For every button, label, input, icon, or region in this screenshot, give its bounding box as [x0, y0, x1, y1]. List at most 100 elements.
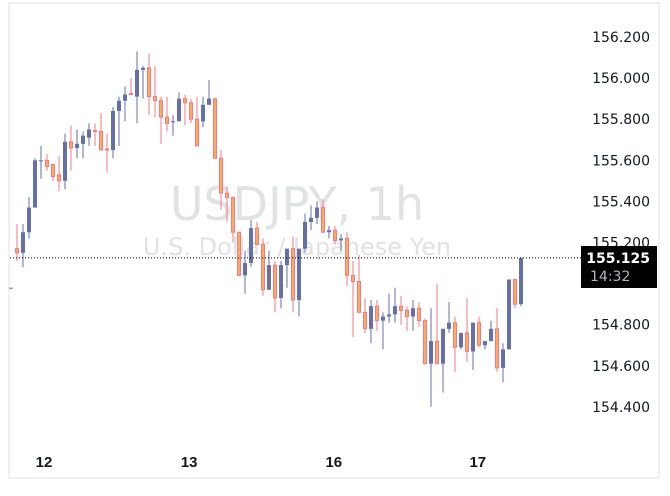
candle: [51, 163, 55, 181]
candle: [237, 231, 241, 276]
candle: [267, 250, 271, 290]
candle: [33, 158, 37, 208]
candle-body: [105, 148, 109, 151]
candle: [393, 287, 397, 323]
candle-body: [387, 314, 391, 317]
candle: [39, 145, 43, 179]
candle-body: [477, 322, 481, 346]
candle: [357, 254, 361, 313]
candle-body: [315, 207, 319, 218]
candle: [279, 260, 283, 309]
candle: [99, 113, 103, 151]
candle: [183, 94, 187, 126]
candle-body: [279, 265, 283, 298]
candle-body: [345, 237, 349, 276]
candle: [447, 302, 451, 333]
candle-body: [9, 287, 13, 289]
candle-body: [513, 278, 517, 305]
candle: [225, 187, 229, 222]
candle: [213, 98, 217, 159]
candle: [501, 343, 505, 383]
candle: [21, 224, 25, 268]
price-tick-label: 155.600: [592, 153, 650, 169]
candle: [297, 248, 301, 317]
candle: [375, 300, 379, 331]
candle: [327, 226, 331, 239]
candle: [273, 260, 277, 313]
candle-body: [453, 322, 457, 348]
candle: [177, 92, 181, 122]
candle: [345, 232, 349, 286]
candle-body: [351, 274, 355, 283]
candle-body: [225, 192, 229, 198]
date-tick-label: 16: [325, 454, 342, 471]
candle-body: [87, 129, 91, 138]
candle: [363, 297, 367, 333]
candle: [483, 341, 487, 350]
candle: [87, 123, 91, 146]
candle: [303, 213, 307, 253]
candle-body: [405, 309, 409, 317]
candle-body: [111, 110, 115, 151]
candle-body: [261, 244, 265, 291]
candle-body: [291, 248, 295, 301]
candle: [207, 80, 211, 105]
candle-body: [429, 341, 433, 364]
candle: [315, 201, 319, 225]
candle: [513, 278, 517, 309]
candle-body: [327, 230, 331, 233]
candle-body: [93, 130, 97, 133]
candle: [249, 219, 253, 268]
candle: [381, 312, 385, 350]
candle: [135, 51, 139, 124]
date-tick-label: 17: [469, 454, 486, 471]
candle-body: [339, 238, 343, 241]
price-tick-label: 156.000: [592, 71, 650, 87]
candle-body: [153, 96, 157, 102]
candle: [351, 260, 355, 338]
candle: [477, 316, 481, 348]
candle-body: [123, 94, 127, 101]
candle: [285, 248, 289, 288]
candle-body: [381, 316, 385, 321]
candle-body: [501, 349, 505, 368]
candle: [105, 133, 109, 173]
candle-body: [129, 93, 133, 96]
bar-countdown: 14:32: [590, 269, 630, 285]
candle: [15, 224, 19, 261]
price-axis[interactable]: 156.200156.000155.800155.600155.400155.2…: [592, 30, 650, 416]
candle-body: [159, 100, 163, 118]
last-price-label: 155.125 14:32: [581, 246, 657, 288]
candle: [75, 129, 79, 159]
candle-body: [411, 308, 415, 317]
candle: [459, 332, 463, 350]
candle-body: [435, 340, 439, 365]
price-tick-label: 155.400: [592, 194, 650, 210]
candle: [495, 308, 499, 372]
candle-body: [267, 265, 271, 290]
candle-body: [237, 231, 241, 276]
candle: [441, 328, 445, 393]
candle-body: [303, 221, 307, 249]
candle: [93, 123, 97, 146]
candle-body: [321, 207, 325, 233]
candle: [309, 205, 313, 231]
candle-body: [165, 116, 169, 124]
date-tick-label: 12: [36, 454, 53, 471]
candle-body: [489, 328, 493, 342]
candle-body: [219, 157, 223, 194]
candle-body: [99, 131, 103, 151]
candle: [153, 65, 157, 118]
candle: [387, 293, 391, 323]
candle: [9, 287, 13, 289]
candle-body: [171, 121, 175, 123]
candle: [405, 306, 409, 331]
time-axis[interactable]: 12 13 16 17: [36, 454, 486, 471]
last-price-value: 155.125: [586, 251, 650, 267]
candle-body: [117, 100, 121, 111]
candle: [129, 78, 133, 96]
candle: [81, 131, 85, 159]
candle-body: [447, 322, 451, 329]
price-tick-label: 155.800: [592, 112, 650, 128]
